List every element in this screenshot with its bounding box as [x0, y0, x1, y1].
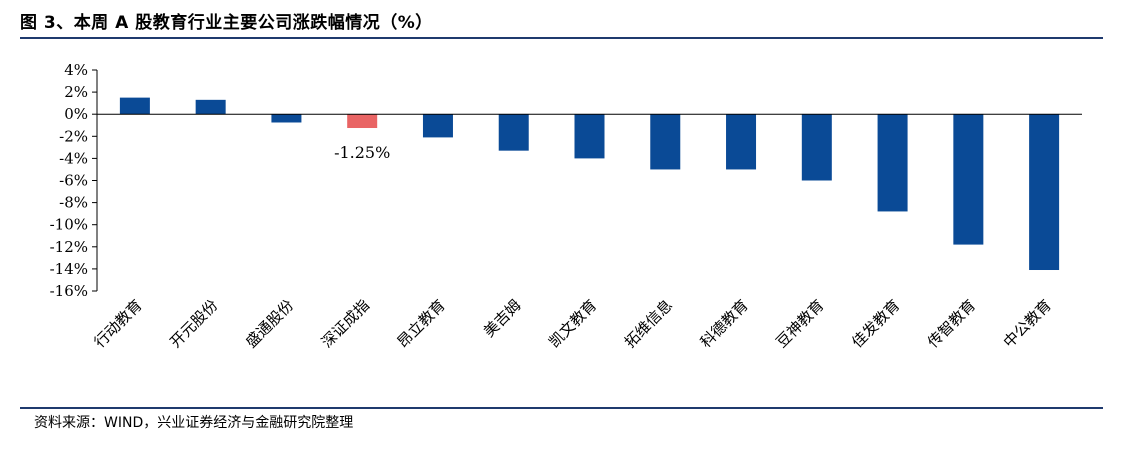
source-note: 资料来源：WIND，兴业证券经济与金融研究院整理 — [34, 415, 354, 431]
y-tick-label: -10% — [50, 216, 88, 234]
bar — [877, 114, 908, 212]
bar — [726, 114, 757, 170]
x-category-label: 昂立教育 — [394, 296, 449, 351]
x-category-label: 传智教育 — [924, 296, 979, 351]
data-label: -1.25% — [334, 143, 390, 162]
y-tick-label: -14% — [50, 260, 88, 278]
bar — [1029, 114, 1060, 271]
y-tick-label: -4% — [59, 149, 88, 167]
bar — [347, 114, 378, 129]
y-tick-label: -12% — [50, 238, 88, 256]
x-category-label: 拓维信息 — [621, 296, 676, 351]
x-axis-labels: 行动教育 开元股份 盛通股份 深证成指 昂立教育 美吉姆 凯文教育 拓维信息 科德教育 豆神教育佳… — [91, 296, 1055, 351]
bar — [498, 114, 529, 151]
x-category-label: 科德教育 — [697, 296, 752, 351]
y-tick-label: 2% — [64, 83, 88, 101]
y-tick-label: -8% — [59, 194, 88, 212]
chart-title: 图 3、本周 A 股教育行业主要公司涨跌幅情况（%） — [20, 13, 433, 33]
y-axis: 4% 2% 0% -2% -4% -6% -8% -10% -12% -14% -16% — [50, 61, 98, 300]
x-category-label: 开元股份 — [166, 296, 221, 351]
y-tick-label: 0% — [64, 105, 88, 123]
x-category-label: 深证成指 — [318, 296, 373, 351]
x-category-label: 盛通股份 — [242, 296, 297, 351]
bar — [119, 97, 150, 115]
bar — [650, 114, 681, 170]
y-tick-label: -16% — [50, 282, 88, 300]
x-category-label: 中公教育 — [1000, 296, 1055, 351]
bar — [422, 114, 453, 138]
bar-chart: 4% 2% 0% -2% -4% -6% -8% -10% -12% -14% -16% -1.25… — [50, 61, 1082, 351]
data-labels: -1.25% — [334, 143, 390, 162]
y-tick-label: -6% — [59, 172, 88, 190]
bar — [271, 114, 302, 123]
x-category-label: 行动教育 — [91, 296, 146, 351]
bar — [574, 114, 605, 159]
bar — [953, 114, 984, 245]
x-category-label: 凯文教育 — [545, 296, 600, 351]
bottom-divider — [20, 407, 1103, 409]
x-category-label: 豆神教育 — [772, 296, 827, 351]
bar — [195, 99, 226, 115]
x-category-label: 佳发教育 — [848, 296, 903, 351]
y-tick-label: 4% — [64, 61, 88, 79]
top-divider — [20, 37, 1103, 39]
bar — [801, 114, 832, 181]
bars — [119, 97, 1060, 271]
y-tick-label: -2% — [59, 127, 88, 145]
x-category-label: 美吉姆 — [480, 296, 525, 341]
